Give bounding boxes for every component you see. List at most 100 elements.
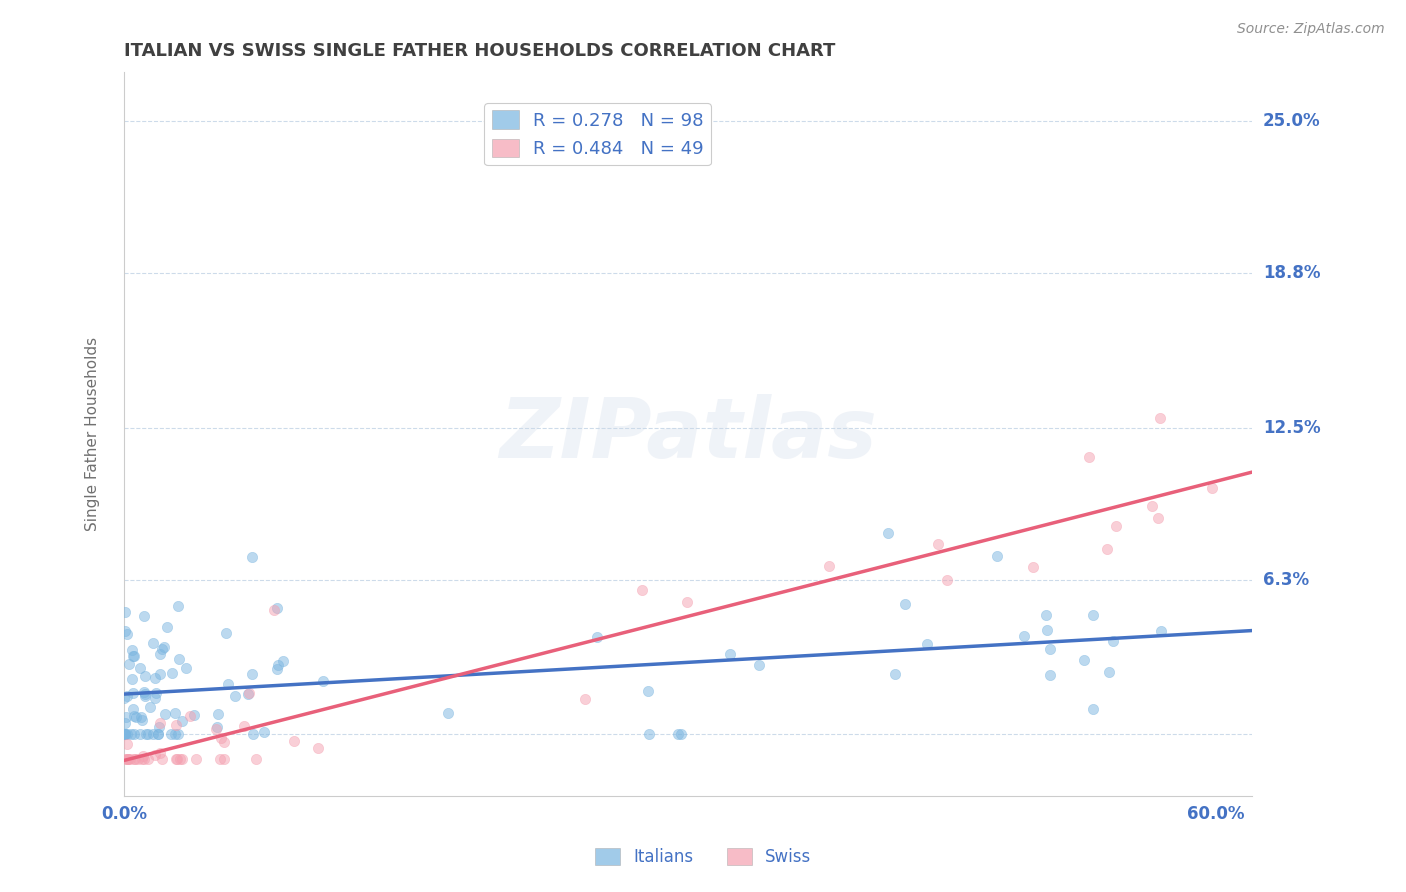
Text: ZIPatlas: ZIPatlas: [499, 393, 877, 475]
Point: [114, 605, 136, 619]
Point: [134, 668, 156, 682]
Point: [117, 752, 139, 766]
Legend: Italians, Swiss: Italians, Swiss: [588, 841, 818, 873]
Point: [167, 599, 190, 614]
Point: [153, 640, 176, 654]
Point: [669, 727, 692, 741]
Point: [253, 725, 276, 739]
Point: [817, 559, 839, 574]
Point: [124, 709, 146, 723]
Point: [245, 752, 267, 766]
Point: [135, 727, 157, 741]
Point: [236, 687, 259, 701]
Point: [112, 690, 135, 705]
Point: [585, 630, 607, 644]
Point: [238, 686, 260, 700]
Point: [122, 727, 145, 741]
Point: [1039, 642, 1062, 657]
Point: [131, 752, 153, 766]
Point: [1012, 629, 1035, 643]
Point: [212, 734, 235, 748]
Point: [166, 752, 188, 766]
Point: [114, 715, 136, 730]
Point: [131, 713, 153, 727]
Point: [149, 746, 172, 760]
Point: [174, 661, 197, 675]
Point: [240, 666, 263, 681]
Point: [209, 752, 232, 766]
Text: ITALIAN VS SWISS SINGLE FATHER HOUSEHOLDS CORRELATION CHART: ITALIAN VS SWISS SINGLE FATHER HOUSEHOLD…: [124, 42, 835, 60]
Point: [149, 667, 172, 681]
Point: [132, 609, 155, 624]
Point: [150, 752, 173, 766]
Point: [127, 752, 149, 766]
Point: [1105, 519, 1128, 533]
Point: [169, 752, 191, 766]
Text: 18.8%: 18.8%: [1263, 265, 1320, 283]
Point: [271, 654, 294, 668]
Text: 25.0%: 25.0%: [1263, 112, 1320, 130]
Point: [149, 647, 172, 661]
Point: [884, 666, 907, 681]
Point: [242, 727, 264, 741]
Point: [136, 727, 159, 741]
Point: [1102, 633, 1125, 648]
Point: [124, 752, 146, 766]
Point: [115, 626, 138, 640]
Point: [117, 689, 139, 703]
Point: [114, 752, 136, 766]
Point: [115, 752, 138, 766]
Point: [122, 686, 145, 700]
Point: [118, 657, 141, 671]
Point: [132, 752, 155, 766]
Point: [204, 723, 226, 737]
Point: [122, 708, 145, 723]
Point: [148, 727, 170, 741]
Point: [1149, 411, 1171, 425]
Point: [637, 684, 659, 698]
Point: [118, 752, 141, 766]
Point: [141, 727, 163, 741]
Point: [215, 626, 238, 640]
Point: [114, 727, 136, 741]
Point: [167, 652, 190, 666]
Point: [121, 643, 143, 657]
Point: [166, 727, 188, 741]
Point: [266, 662, 288, 676]
Point: [122, 752, 145, 766]
Point: [145, 748, 167, 763]
Point: [179, 708, 201, 723]
Point: [1150, 624, 1173, 639]
Point: [283, 734, 305, 748]
Point: [134, 687, 156, 701]
Point: [165, 752, 187, 766]
Point: [156, 619, 179, 633]
Point: [145, 691, 167, 706]
Point: [122, 649, 145, 664]
Point: [224, 689, 246, 703]
Point: [574, 691, 596, 706]
Point: [172, 752, 194, 766]
Point: [212, 752, 235, 766]
Point: [163, 727, 186, 741]
Point: [675, 594, 697, 608]
Point: [134, 689, 156, 703]
Point: [307, 740, 329, 755]
Point: [115, 737, 138, 751]
Point: [115, 710, 138, 724]
Point: [184, 752, 207, 766]
Point: [436, 706, 458, 720]
Point: [150, 642, 173, 657]
Point: [183, 708, 205, 723]
Point: [160, 727, 183, 741]
Point: [637, 727, 659, 741]
Point: [1201, 481, 1223, 495]
Point: [217, 677, 239, 691]
Point: [1039, 668, 1062, 682]
Point: [129, 709, 152, 723]
Point: [1140, 500, 1163, 514]
Point: [1073, 653, 1095, 667]
Point: [915, 637, 938, 651]
Point: [138, 700, 160, 714]
Point: [205, 720, 228, 734]
